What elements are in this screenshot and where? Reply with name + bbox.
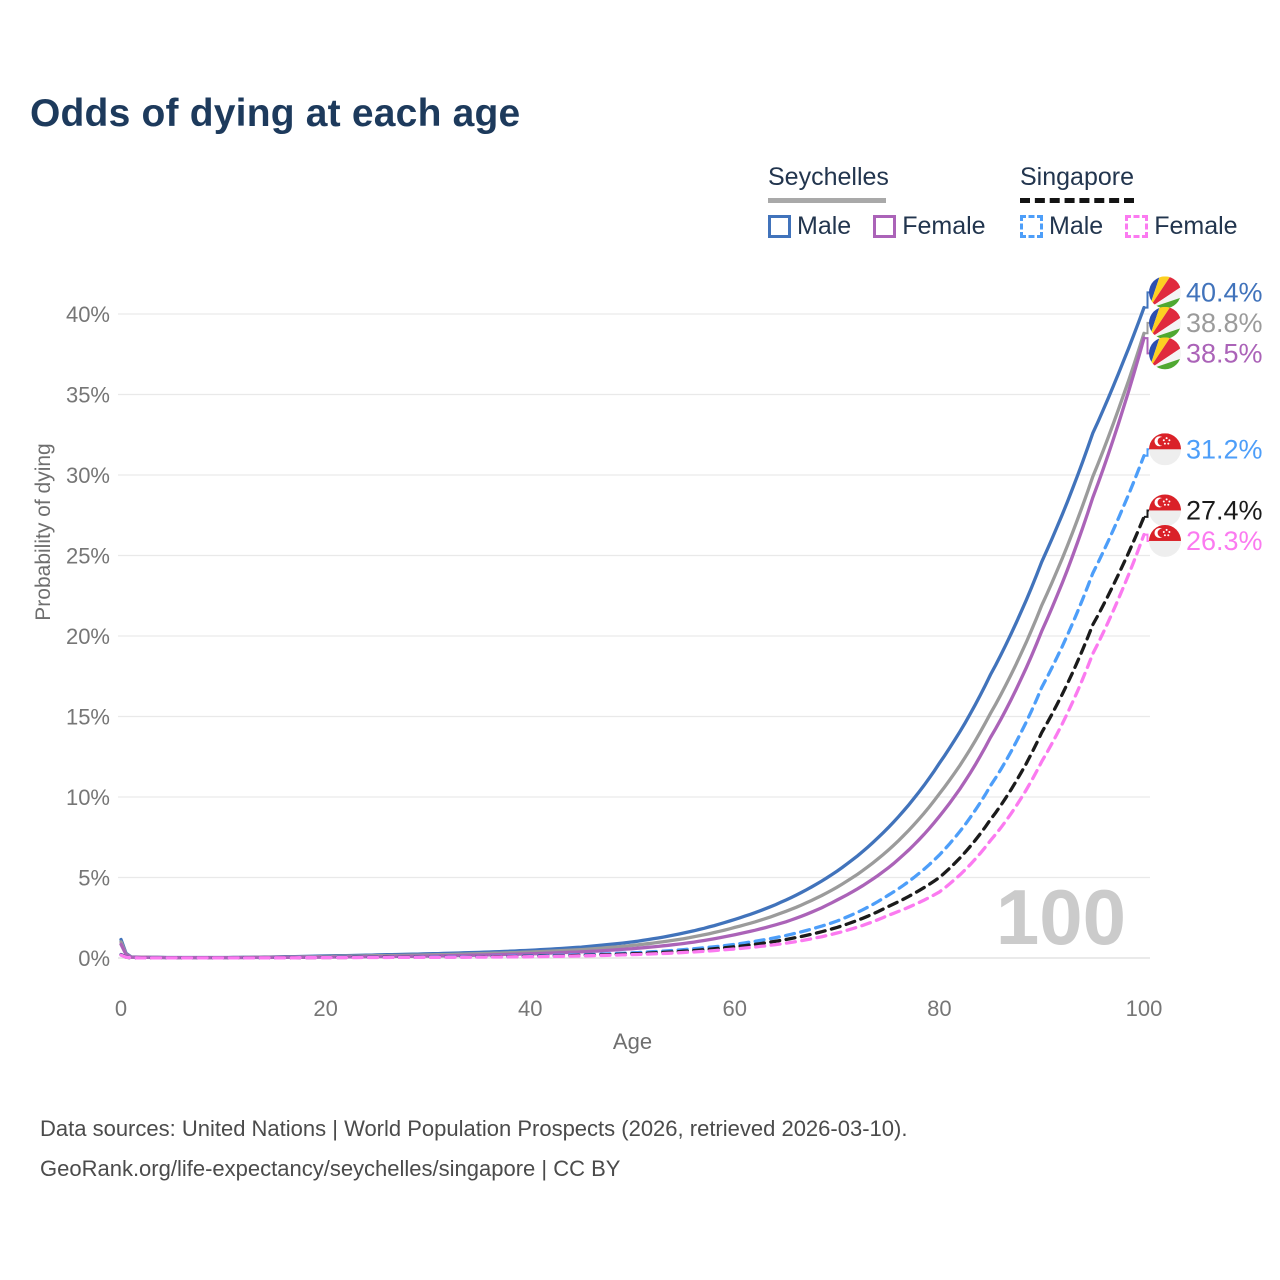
footer-attribution-line[interactable]: GeoRank.org/life-expectancy/seychelles/s… (40, 1156, 621, 1181)
y-tick-30%: 30% (66, 463, 110, 488)
series-line-seychelles-both-sexes[interactable] (119, 331, 1146, 960)
seychelles-underline-swatch (768, 198, 886, 203)
footer-sources-line: Data sources: United Nations | World Pop… (40, 1116, 908, 1141)
x-tick-20: 20 (313, 996, 337, 1021)
end-value-singapore-both-sexes: 27.4% (1186, 495, 1263, 525)
singapore-male-swatch-icon (1020, 215, 1043, 238)
singapore-flag-icon (1149, 433, 1181, 465)
legend-item-seychelles-female[interactable]: Female (873, 212, 986, 241)
series-line-seychelles-male[interactable] (119, 305, 1146, 960)
series-line-singapore-male[interactable] (119, 454, 1146, 960)
age-watermark: 100 (996, 873, 1126, 961)
legend: Seychelles Male Female Singapore Male Fe… (0, 163, 1280, 243)
end-value-seychelles-both-sexes: 38.8% (1186, 308, 1263, 338)
y-tick-35%: 35% (66, 383, 110, 408)
end-value-singapore-male: 31.2% (1186, 434, 1263, 464)
legend-group-singapore: Singapore Male Female (1020, 163, 1238, 241)
legend-item-singapore-male[interactable]: Male (1020, 212, 1103, 241)
singapore-female-swatch-icon (1125, 215, 1149, 238)
legend-label-seychelles-male: Male (797, 212, 852, 240)
gridlines (118, 313, 1150, 959)
legend-item-seychelles-male[interactable]: Male (768, 212, 851, 241)
singapore-flag-icon (1149, 494, 1181, 526)
singapore-flag-icon (1149, 525, 1181, 557)
legend-country-singapore[interactable]: Singapore (1020, 163, 1134, 191)
seychelles-flag-icon (1149, 276, 1181, 308)
y-tick-10%: 10% (66, 785, 110, 810)
end-value-seychelles-male: 40.4% (1186, 277, 1263, 307)
x-tick-60: 60 (723, 996, 747, 1021)
legend-group-seychelles: Seychelles Male Female (768, 163, 986, 241)
legend-country-seychelles[interactable]: Seychelles (768, 163, 889, 191)
seychelles-flag-icon (1149, 307, 1181, 339)
y-tick-25%: 25% (66, 544, 110, 569)
page-title: Odds of dying at each age (30, 92, 521, 135)
end-value-singapore-female: 26.3% (1186, 526, 1263, 556)
legend-label-seychelles-female: Female (902, 212, 986, 240)
y-tick-0%: 0% (78, 946, 110, 971)
y-tick-20%: 20% (66, 624, 110, 649)
legend-label-singapore-female: Female (1154, 212, 1238, 240)
legend-item-singapore-female[interactable]: Female (1125, 212, 1238, 241)
y-tick-5%: 5% (78, 866, 110, 891)
series-line-singapore-female[interactable] (119, 532, 1146, 960)
end-value-seychelles-female: 38.5% (1186, 338, 1263, 368)
x-tick-80: 80 (927, 996, 951, 1021)
x-tick-40: 40 (518, 996, 542, 1021)
y-tick-15%: 15% (66, 705, 110, 730)
seychelles-flag-icon (1149, 337, 1181, 369)
x-tick-100: 100 (1126, 996, 1163, 1021)
singapore-underline-swatch (1020, 198, 1134, 203)
seychelles-female-swatch-icon (873, 215, 897, 238)
series-line-seychelles-female[interactable] (119, 336, 1146, 960)
footer: Data sources: United Nations | World Pop… (40, 1109, 907, 1189)
x-tick-0: 0 (115, 996, 127, 1021)
legend-label-singapore-male: Male (1049, 212, 1104, 240)
y-tick-40%: 40% (66, 302, 110, 327)
x-axis-title: Age (613, 1029, 652, 1054)
seychelles-male-swatch-icon (768, 215, 791, 238)
